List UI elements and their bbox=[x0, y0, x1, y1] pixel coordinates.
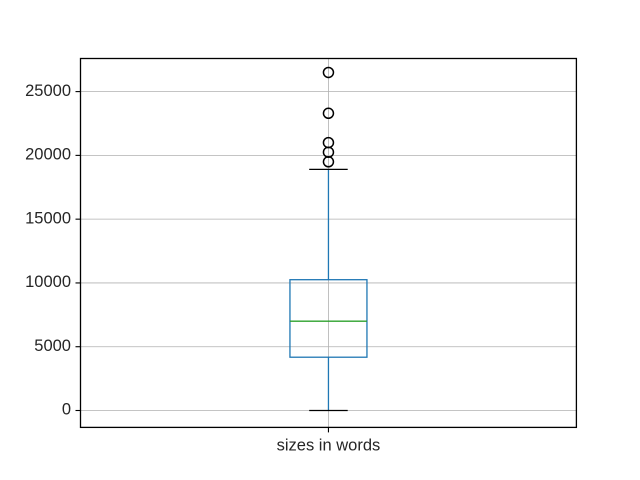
svg-text:25000: 25000 bbox=[25, 82, 71, 100]
svg-text:sizes in words: sizes in words bbox=[277, 437, 381, 455]
svg-text:10000: 10000 bbox=[25, 273, 71, 291]
svg-text:5000: 5000 bbox=[34, 337, 71, 355]
svg-text:0: 0 bbox=[62, 401, 71, 419]
svg-text:20000: 20000 bbox=[25, 146, 71, 164]
svg-text:15000: 15000 bbox=[25, 209, 71, 227]
